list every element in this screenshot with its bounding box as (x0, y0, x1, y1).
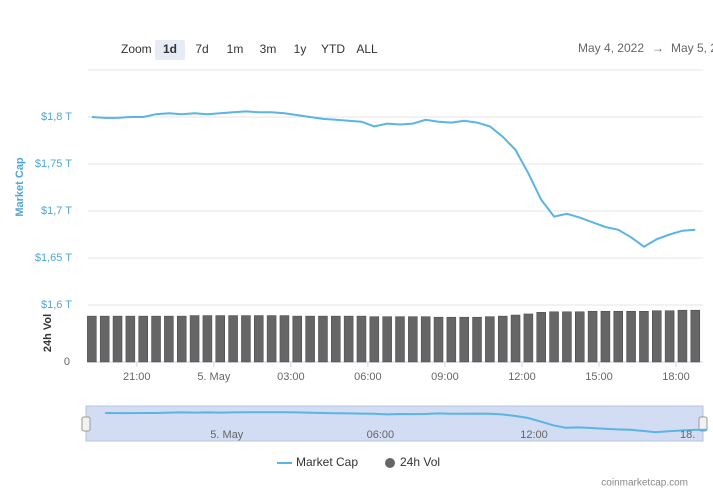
volume-bar (420, 316, 431, 363)
zoom-button[interactable]: ALL (356, 42, 378, 56)
zoom-button[interactable]: 1d (163, 42, 177, 56)
volume-bar (176, 315, 187, 363)
volume-bar (510, 314, 521, 363)
volume-bar (292, 315, 303, 363)
zoom-button[interactable]: 1y (294, 42, 307, 56)
volume-bar (446, 316, 457, 363)
credit: coinmarketcap.com (601, 478, 688, 489)
date-to[interactable]: May 5, 2 (671, 41, 713, 55)
zoom-button[interactable]: YTD (321, 42, 345, 56)
volume-bar (459, 316, 469, 363)
volume-bar (215, 315, 225, 363)
x-tick-label: 18:00 (662, 371, 690, 383)
volume-bar (574, 311, 585, 363)
volume-bar (241, 315, 251, 363)
volume-bar (356, 315, 367, 363)
volume-bar (652, 310, 662, 363)
volume-bar (690, 309, 701, 363)
volume-bar (523, 313, 534, 363)
volume-bar (164, 315, 174, 363)
navigator-tick-label: 12:00 (520, 429, 548, 441)
x-tick-label: 12:00 (508, 371, 536, 383)
volume-bar (254, 315, 264, 363)
volume-bar (382, 316, 392, 363)
volume-bar (587, 310, 598, 363)
volume-bar (408, 316, 418, 363)
legend-dot (385, 458, 395, 468)
volume-bar (677, 309, 688, 363)
navigator-tick-label: 5. May (210, 429, 244, 441)
volume-bar (536, 312, 546, 363)
volume-bar (138, 315, 148, 363)
x-tick-label: 5. May (197, 371, 231, 383)
volume-bar (112, 315, 123, 363)
zoom-button[interactable]: 1m (227, 42, 244, 56)
date-from[interactable]: May 4, 2022 (578, 41, 644, 55)
y-tick-label: $1,75 T (35, 158, 72, 170)
volume-bar (125, 315, 136, 363)
market-cap-line (91, 110, 696, 248)
x-tick-label: 09:00 (431, 371, 459, 383)
navigator-line (105, 411, 707, 434)
volume-bar (562, 311, 572, 363)
volume-bar (202, 315, 213, 363)
volume-bar (99, 315, 110, 363)
volume-bar (433, 316, 444, 363)
volume-bar (626, 310, 636, 363)
x-tick-label: 15:00 (585, 371, 613, 383)
legend-label[interactable]: 24h Vol (400, 455, 440, 469)
volume-bar (266, 315, 277, 363)
y2-tick-label: 0 (64, 356, 70, 368)
navigator-tick-label: 18. (680, 429, 695, 441)
volume-bar (613, 310, 624, 363)
date-arrow: → (652, 41, 664, 55)
y2-axis-title: 24h Vol (42, 314, 54, 352)
volume-bar (395, 316, 405, 363)
volume-bar (87, 315, 97, 363)
volume-bar (331, 315, 341, 363)
y-tick-label: $1,7 T (41, 205, 72, 217)
volume-bar (228, 315, 238, 363)
volume-bar (369, 316, 380, 363)
volume-bar (343, 315, 354, 363)
navigator-window[interactable] (85, 405, 704, 442)
navigator-tick-label: 06:00 (367, 429, 395, 441)
x-tick-label: 06:00 (354, 371, 382, 383)
volume-bar (664, 310, 675, 363)
y-axis-title: Market Cap (14, 157, 26, 217)
zoom-button[interactable]: 3m (260, 42, 277, 56)
volume-bar (639, 310, 649, 363)
navigator-handle-left[interactable] (81, 416, 91, 432)
x-tick-label: 03:00 (277, 371, 305, 383)
volume-bar (485, 316, 495, 363)
x-tick-label: 21:00 (123, 371, 151, 383)
zoom-label: Zoom (121, 42, 152, 56)
navigator-handle-right[interactable] (698, 416, 708, 432)
volume-bar (600, 310, 611, 363)
volume-bar (151, 315, 161, 363)
y-tick-label: $1,6 T (41, 299, 72, 311)
y-tick-label: $1,65 T (35, 252, 72, 264)
zoom-button[interactable]: 7d (195, 42, 208, 56)
volume-bar (549, 311, 559, 363)
volume-bar (305, 315, 315, 363)
volume-bar (497, 315, 508, 363)
zoom-button-bg[interactable] (155, 40, 185, 60)
volume-bar (472, 316, 482, 363)
legend-label[interactable]: Market Cap (296, 455, 358, 469)
y-tick-label: $1,8 T (41, 111, 72, 123)
volume-bar (279, 315, 290, 363)
volume-bar (318, 315, 328, 363)
volume-bar (189, 315, 200, 363)
